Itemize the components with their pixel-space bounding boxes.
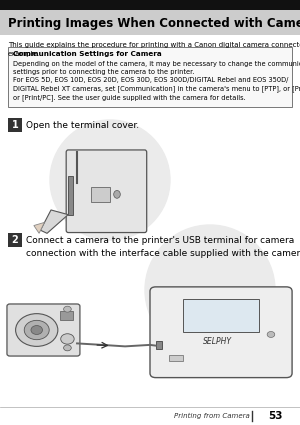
Text: 53: 53	[81, 159, 139, 201]
Text: Connect a camera to the printer's USB terminal for camera
connection with the in: Connect a camera to the printer's USB te…	[26, 236, 300, 258]
Text: Open the terminal cover.: Open the terminal cover.	[26, 121, 139, 130]
Circle shape	[64, 306, 71, 312]
Bar	[169, 355, 183, 361]
Circle shape	[145, 225, 275, 355]
Bar	[91, 187, 110, 202]
Text: SELPHY: SELPHY	[203, 337, 232, 346]
Circle shape	[114, 190, 120, 198]
Text: Printing Images When Connected with Camera: Printing Images When Connected with Came…	[8, 17, 300, 29]
Circle shape	[24, 320, 49, 340]
Bar	[60, 312, 73, 320]
Bar	[8, 118, 22, 132]
Text: Printing from Camera: Printing from Camera	[174, 413, 250, 419]
Circle shape	[61, 334, 74, 344]
FancyBboxPatch shape	[7, 304, 80, 356]
Polygon shape	[34, 222, 44, 233]
Bar	[8, 47, 292, 107]
Text: 2: 2	[12, 235, 18, 245]
Bar	[0, 0, 300, 10]
Circle shape	[16, 314, 58, 346]
FancyBboxPatch shape	[66, 150, 147, 232]
Circle shape	[50, 120, 170, 240]
Text: This guide explains the procedure for printing with a Canon digital camera conne: This guide explains the procedure for pr…	[8, 42, 300, 57]
Text: Depending on the model of the camera, it may be necessary to change the communic: Depending on the model of the camera, it…	[13, 61, 300, 100]
Circle shape	[31, 326, 43, 334]
Bar	[0, 10, 300, 35]
Bar	[183, 299, 260, 332]
Text: Communication Settings for Camera: Communication Settings for Camera	[13, 51, 162, 57]
Circle shape	[267, 332, 275, 337]
Text: 1: 1	[12, 120, 18, 130]
Polygon shape	[40, 210, 68, 233]
FancyBboxPatch shape	[150, 287, 292, 377]
Bar	[8, 233, 22, 247]
Text: 53: 53	[181, 269, 239, 311]
Circle shape	[64, 345, 71, 351]
Bar	[156, 341, 163, 349]
Bar	[68, 176, 73, 215]
Text: 53: 53	[268, 411, 282, 421]
